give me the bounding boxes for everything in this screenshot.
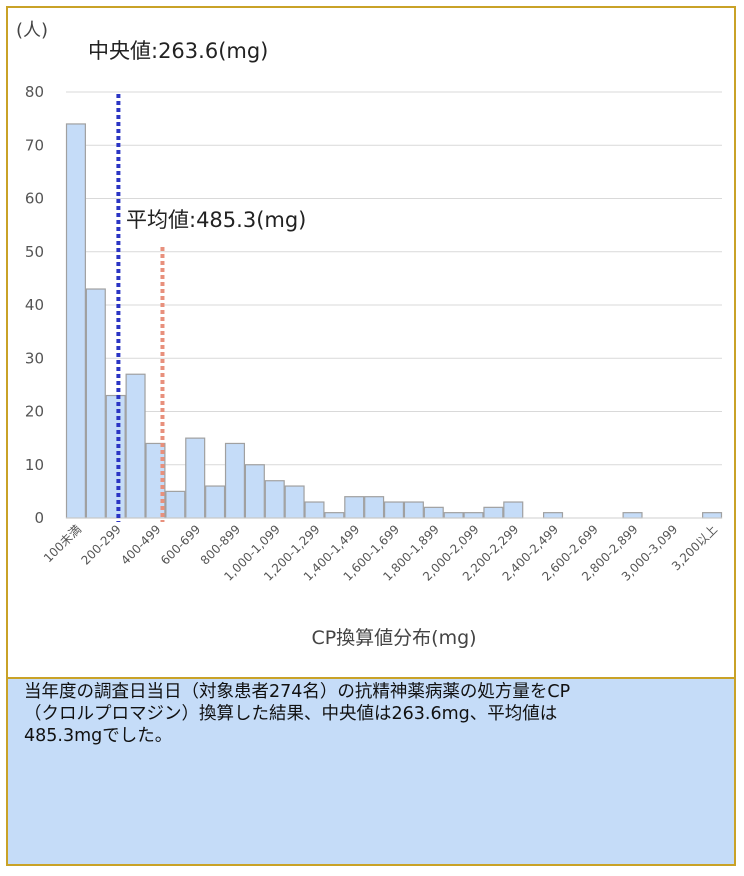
histogram-bar <box>344 496 365 519</box>
histogram-bar <box>483 506 504 519</box>
histogram-bar <box>244 464 265 519</box>
histogram-bar <box>463 512 484 519</box>
histogram-bar <box>205 485 226 519</box>
x-tick-label: 100未満 <box>41 522 84 565</box>
median-label: 中央値:263.6(mg) <box>88 39 268 63</box>
chart-caption: 当年度の調査日当日（対象患者274名）の抗精神薬病薬の処方量をCP （クロルプロ… <box>8 677 734 864</box>
histogram-bar <box>224 442 246 519</box>
histogram-bar <box>185 437 206 519</box>
y-axis-unit-label: (人) <box>16 20 48 41</box>
y-tick-label: 80 <box>25 83 44 101</box>
histogram-chart: 0 10 20 30 40 50 60 70 80 (人) 100未満200-299400-4996… <box>16 20 723 649</box>
histogram-bar <box>304 501 325 519</box>
histogram-bar <box>125 373 146 519</box>
x-axis-title: CP換算値分布(mg) <box>311 627 476 649</box>
histogram-bar <box>105 394 126 519</box>
histogram-bar <box>324 512 345 519</box>
histogram-bar <box>364 496 385 519</box>
histogram-bar <box>383 501 405 519</box>
x-tick-label: 400-499 <box>118 522 163 567</box>
histogram-bar <box>85 288 106 519</box>
histogram-bar <box>443 512 464 519</box>
histogram-bar <box>542 512 564 519</box>
y-tick-label: 10 <box>25 456 44 474</box>
x-tick-label: 600-699 <box>158 522 203 567</box>
histogram-bar <box>423 506 444 519</box>
y-tick-label: 70 <box>25 136 44 154</box>
y-tick-label: 0 <box>34 509 44 527</box>
histogram-bar <box>165 490 186 519</box>
y-tick-label: 60 <box>25 190 44 208</box>
y-tick-label: 50 <box>25 243 44 261</box>
histogram-bar <box>503 501 524 519</box>
y-tick-label: 30 <box>25 349 44 367</box>
histogram-bar <box>702 512 723 519</box>
histogram-bar <box>622 512 643 519</box>
histogram-bar <box>264 480 285 519</box>
x-tick-label: 200-299 <box>78 522 123 567</box>
histogram-bar <box>284 485 305 519</box>
histogram-bar <box>403 501 424 519</box>
y-tick-label: 40 <box>25 296 44 314</box>
histogram-bar <box>65 123 86 519</box>
y-tick-label: 20 <box>25 403 44 421</box>
mean-label: 平均値:485.3(mg) <box>126 208 306 232</box>
